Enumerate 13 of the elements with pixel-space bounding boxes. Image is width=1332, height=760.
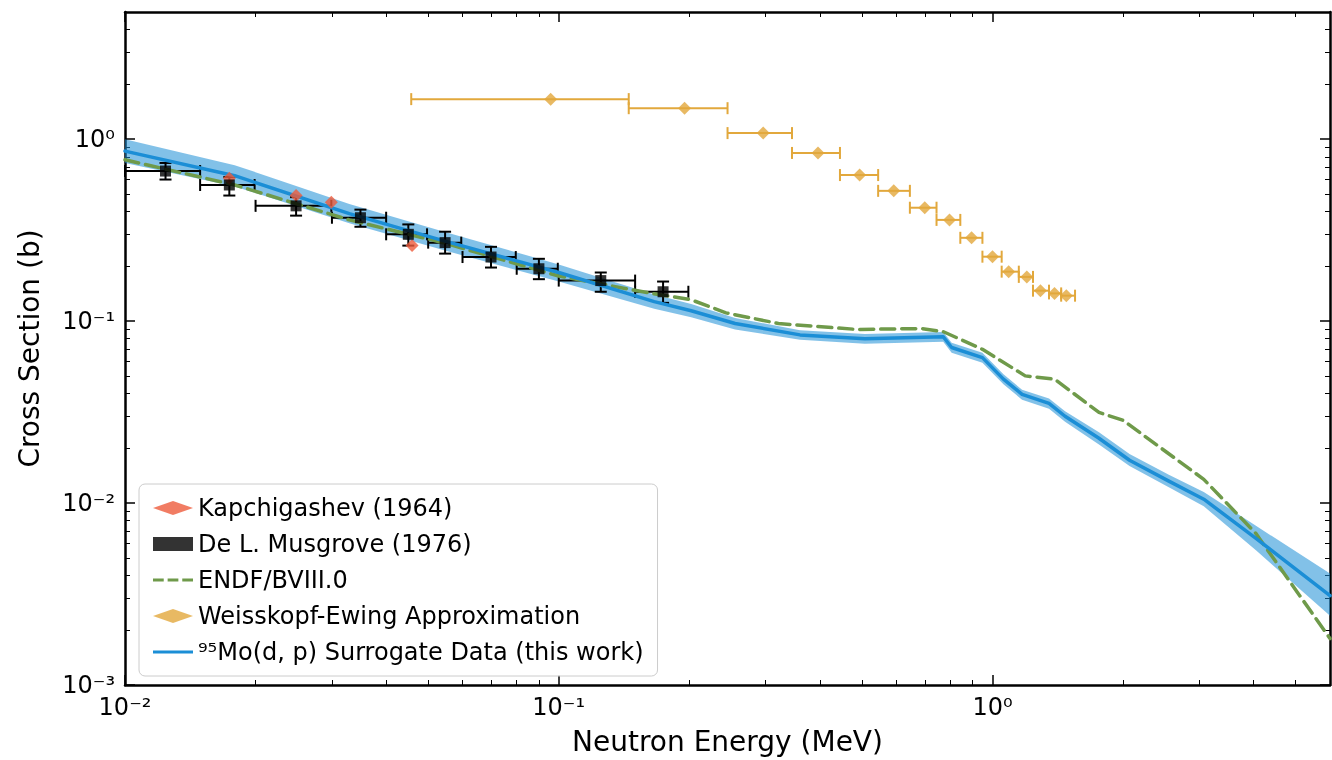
legend-label: ENDF/BVIII.0 [198, 566, 348, 594]
legend-label: Kapchigashev (1964) [198, 494, 453, 522]
x-tick-label: 10⁻² [98, 693, 152, 721]
y-tick-label: 10⁻¹ [62, 307, 115, 336]
legend-label: De L. Musgrove (1976) [198, 530, 472, 558]
legend-label: ⁹⁵Mo(d, p) Surrogate Data (this work) [198, 638, 644, 666]
x-axis-title: Neutron Energy (MeV) [572, 724, 883, 758]
x-tick-label: 10⁻¹ [532, 693, 586, 721]
y-tick-label: 10⁰ [74, 125, 115, 154]
legend-label: Weisskopf-Ewing Approximation [198, 602, 581, 630]
y-tick-label: 10⁻² [62, 489, 115, 518]
y-axis-title: Cross Section (b) [12, 229, 46, 468]
x-tick-label: 10⁰ [972, 693, 1013, 721]
